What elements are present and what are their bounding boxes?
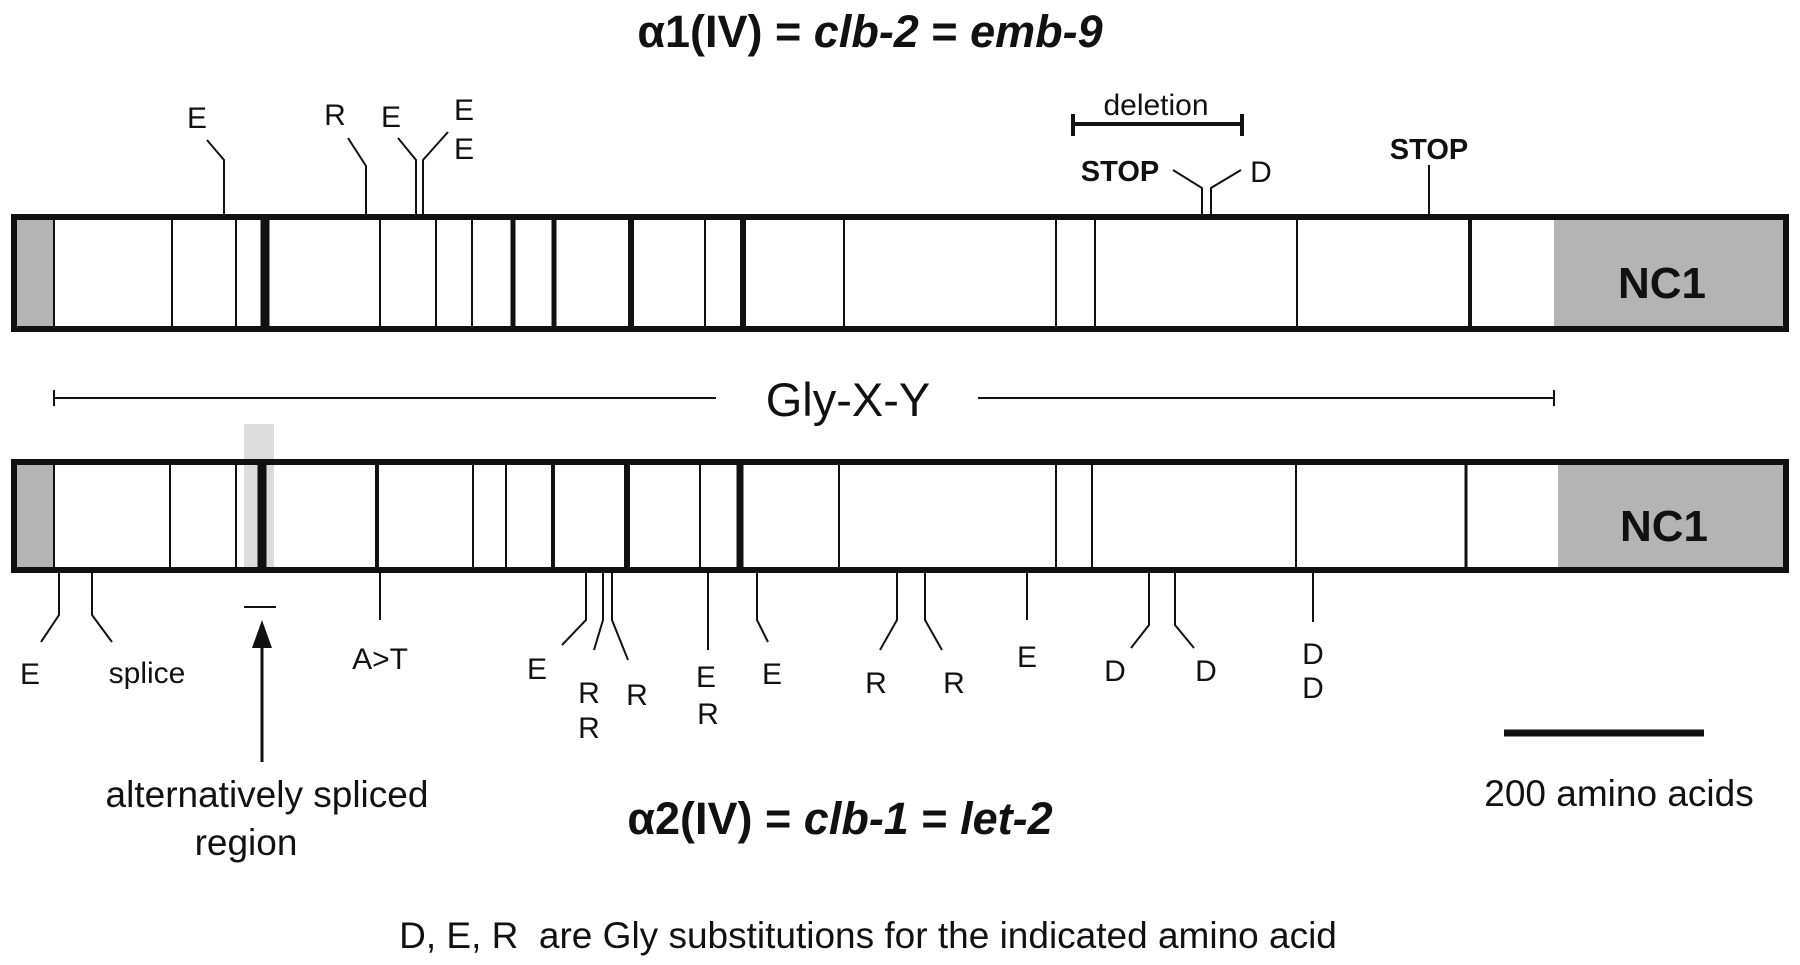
gly-x-y-span: Gly-X-Y	[53, 373, 1555, 426]
mutation-label: A>T	[352, 643, 408, 676]
mutation-label: E	[454, 94, 474, 127]
title-alpha1-prefix: α1(IV) =	[637, 6, 813, 57]
alpha2-mutation-marker: D D	[1302, 573, 1324, 705]
alpha1-interruptions	[53, 217, 1472, 329]
alpha1-mutation-marker: E	[381, 101, 417, 214]
mutation-label: E	[527, 653, 547, 686]
mutation-label: E	[1017, 641, 1037, 674]
gly-x-y-label: Gly-X-Y	[766, 373, 931, 426]
alpha2-mutation-marker: A>T	[352, 573, 408, 676]
alpha1-mutation-marker: E	[187, 102, 225, 214]
alpha2-mutation-marker: R R	[578, 573, 604, 745]
stop-label: STOP	[1081, 156, 1159, 188]
alpha2-mutation-marker: E R	[696, 573, 719, 731]
title-alpha2: α2(IV) = clb-1 = let-2	[627, 793, 1052, 844]
alpha2-mutation-marker: R	[865, 573, 898, 700]
arrow-up-icon	[252, 620, 272, 648]
alpha2-mutation-marker: E	[756, 573, 782, 691]
stop-label: STOP	[1390, 134, 1468, 166]
title-alpha1-gene2: emb-9	[970, 6, 1103, 57]
mutation-label: E	[454, 133, 474, 166]
mutation-label: splice	[109, 657, 186, 690]
title-alpha2-sep: =	[909, 793, 960, 844]
alt-splice-label-line1: alternatively spliced	[106, 774, 429, 815]
scale-bar: 200 amino acids	[1484, 729, 1754, 814]
alpha2-mutation-marker: R	[611, 573, 648, 712]
mutation-label: D	[1195, 655, 1217, 688]
mutation-label: E	[762, 658, 782, 691]
footnote: D, E, R are Gly substitutions for the in…	[399, 915, 1337, 956]
alpha1-nc1-domain	[1554, 217, 1786, 329]
alt-splice-label-line2: region	[195, 822, 298, 863]
alpha2-mutations: E splice A>T E R R R E	[20, 573, 1324, 745]
scale-label: 200 amino acids	[1484, 773, 1753, 814]
alpha2-mutation-marker: E	[1017, 573, 1037, 674]
deletion-bracket: deletion	[1071, 89, 1244, 136]
mutation-label: R	[865, 667, 887, 700]
alpha2-mutation-marker: R	[924, 573, 965, 700]
mutation-label: R	[943, 667, 965, 700]
alpha2-mutation-marker: D	[1174, 573, 1217, 688]
title-alpha1: α1(IV) = clb-2 = emb-9	[637, 6, 1102, 57]
mutation-label: R	[324, 99, 346, 132]
title-alpha2-gene2: let-2	[960, 793, 1053, 844]
mutation-label: D	[1104, 655, 1126, 688]
alpha2-bar: NC1	[11, 424, 1789, 573]
mutation-label: E	[20, 658, 40, 691]
alpha2-interruptions	[53, 462, 1468, 570]
alpha2-nc1-label: NC1	[1620, 502, 1708, 551]
mutation-label: D	[1250, 156, 1272, 189]
mutation-label: E	[187, 102, 207, 135]
alpha1-mutation-marker: E E	[422, 94, 474, 214]
alpha2-nterm-domain	[14, 462, 54, 570]
alpha2-bar-outline	[11, 459, 1789, 573]
deletion-label: deletion	[1103, 89, 1208, 122]
mutation-label: E	[696, 661, 716, 694]
alpha1-nc1-label: NC1	[1618, 259, 1706, 308]
alternatively-spliced-pointer	[244, 606, 276, 762]
alpha1-mutation-marker: R	[324, 99, 367, 214]
alpha1-mutation-marker: D	[1210, 156, 1272, 214]
alpha2-mutation-marker: splice	[91, 573, 186, 690]
mutation-label: D	[1302, 672, 1324, 705]
mutation-label: R	[578, 677, 600, 710]
mutation-label: R	[626, 679, 648, 712]
alpha2-mutation-marker: E	[20, 573, 60, 691]
mutation-label: E	[381, 101, 401, 134]
alpha2-mutation-marker: D	[1104, 573, 1150, 688]
alpha1-mutations: E R E E E deletion STOP	[187, 89, 1468, 214]
alpha1-mutation-marker: STOP	[1390, 134, 1468, 214]
mutation-label: R	[697, 698, 719, 731]
alpha1-bar-outline	[11, 214, 1789, 332]
alpha1-mutation-marker: STOP	[1081, 156, 1203, 214]
alpha1-bar: NC1	[11, 214, 1789, 332]
mutation-label: D	[1302, 638, 1324, 671]
alpha2-mutation-marker: E	[527, 573, 587, 686]
title-alpha1-sep: =	[919, 6, 970, 57]
title-alpha1-gene1: clb-2	[814, 6, 919, 57]
mutation-label: R	[578, 712, 600, 745]
title-alpha2-prefix: α2(IV) =	[627, 793, 803, 844]
title-alpha2-gene1: clb-1	[804, 793, 909, 844]
alpha1-nterm-domain	[14, 217, 54, 329]
alpha2-nc1-domain	[1558, 462, 1786, 570]
